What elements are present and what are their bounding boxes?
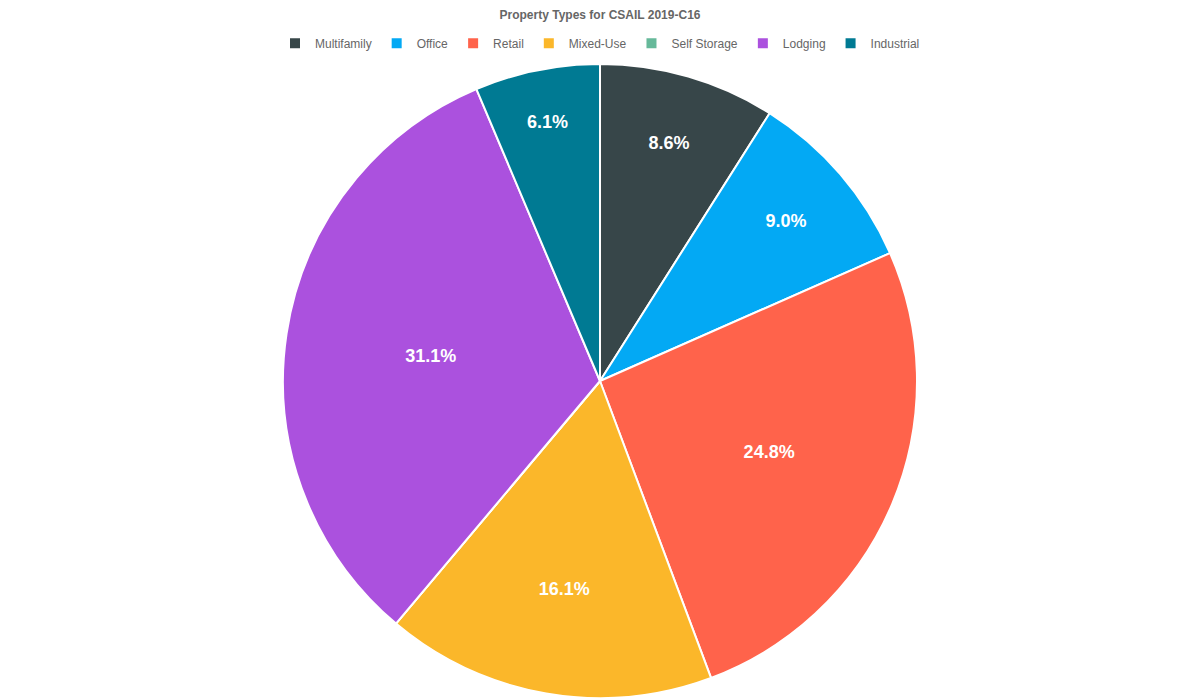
svg-text:Office: Office bbox=[417, 37, 448, 51]
svg-text:9.0%: 9.0% bbox=[766, 211, 807, 231]
svg-text:24.8%: 24.8% bbox=[744, 442, 795, 462]
svg-text:Industrial: Industrial bbox=[871, 37, 920, 51]
svg-text:Retail: Retail bbox=[493, 37, 524, 51]
svg-text:Multifamily: Multifamily bbox=[315, 37, 372, 51]
svg-text:8.6%: 8.6% bbox=[649, 133, 690, 153]
svg-text:Property Types for CSAIL 2019-: Property Types for CSAIL 2019-C16 bbox=[500, 8, 701, 22]
svg-text:6.1%: 6.1% bbox=[527, 112, 568, 132]
svg-text:31.1%: 31.1% bbox=[405, 346, 456, 366]
svg-text:Lodging: Lodging bbox=[783, 37, 826, 51]
svg-text:Mixed-Use: Mixed-Use bbox=[569, 37, 627, 51]
svg-text:16.1%: 16.1% bbox=[539, 579, 590, 599]
svg-text:Self Storage: Self Storage bbox=[671, 37, 737, 51]
